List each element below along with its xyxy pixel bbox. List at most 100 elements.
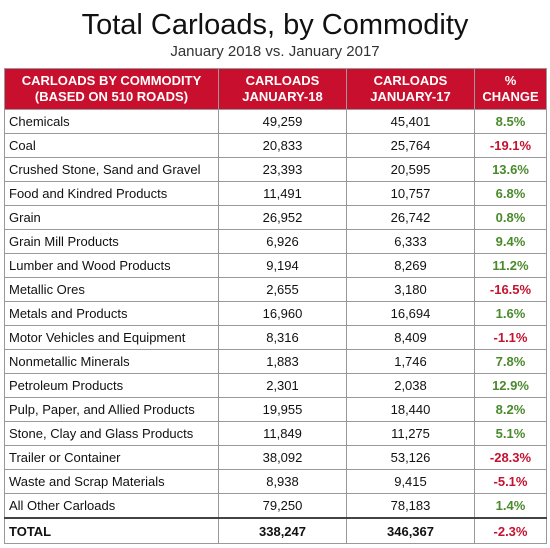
cell: 38,092 [218,445,347,470]
cell: 20,595 [346,157,475,182]
data-table: CARLOADS BY COMMODITY (BASED ON 510 ROAD… [4,68,547,544]
cell: -16.5% [474,277,547,302]
row-label: Trailer or Container [4,445,219,470]
table-row: Grain 26,952 26,742 0.8% [4,205,547,230]
cell: 78,183 [346,493,475,519]
cell: 8.5% [474,109,547,134]
cell: 1,883 [218,349,347,374]
cell: 1.6% [474,301,547,326]
cell: 2,301 [218,373,347,398]
cell: 2,038 [346,373,475,398]
cell: 1.4% [474,493,547,519]
cell: -19.1% [474,133,547,158]
table-row: All Other Carloads 79,250 78,183 1.4% [4,493,547,519]
table-row: Metallic Ores 2,655 3,180 -16.5% [4,277,547,302]
cell: 9,415 [346,469,475,494]
cell: 6,333 [346,229,475,254]
cell: -28.3% [474,445,547,470]
row-label: Motor Vehicles and Equipment [4,325,219,350]
row-label: Petroleum Products [4,373,219,398]
cell: 11.2% [474,253,547,278]
row-label: Stone, Clay and Glass Products [4,421,219,446]
row-label: Food and Kindred Products [4,181,219,206]
cell: 23,393 [218,157,347,182]
table-row: Waste and Scrap Materials 8,938 9,415 -5.1% [4,469,547,494]
cell: 49,259 [218,109,347,134]
cell: 11,849 [218,421,347,446]
cell: 8,316 [218,325,347,350]
cell: 1,746 [346,349,475,374]
cell: 45,401 [346,109,475,134]
row-label: Pulp, Paper, and Allied Products [4,397,219,422]
cell: 3,180 [346,277,475,302]
cell: 8.2% [474,397,547,422]
cell: 20,833 [218,133,347,158]
cell: 13.6% [474,157,547,182]
table-row: Trailer or Container 38,092 53,126 -28.3% [4,445,547,470]
column-header: % CHANGE [474,68,547,110]
header-row: CARLOADS BY COMMODITY (BASED ON 510 ROAD… [4,68,547,110]
cell: 9,194 [218,253,347,278]
cell: 16,694 [346,301,475,326]
cell: 25,764 [346,133,475,158]
row-label: Nonmetallic Minerals [4,349,219,374]
title: Total Carloads, by Commodity [81,9,469,41]
cell: 10,757 [346,181,475,206]
table-row: Crushed Stone, Sand and Gravel 23,393 20,5… [4,157,547,182]
table-row: Grain Mill Products 6,926 6,333 9.4% [4,229,547,254]
cell: -1.1% [474,325,547,350]
total-row: TOTAL 338,247 346,367 -2.3% [4,517,547,544]
row-label: Grain Mill Products [4,229,219,254]
table-body: Chemicals 49,259 45,401 8.5% Coal 20,833 25,76… [4,109,547,544]
cell: -2.3% [474,517,547,544]
cell: 16,960 [218,301,347,326]
cell: 79,250 [218,493,347,519]
row-label: TOTAL [4,517,219,544]
table-row: Motor Vehicles and Equipment 8,316 8,409 -1… [4,325,547,350]
cell: 11,491 [218,181,347,206]
table-row: Petroleum Products 2,301 2,038 12.9% [4,373,547,398]
cell: 346,367 [346,517,475,544]
cell: 53,126 [346,445,475,470]
table-row: Stone, Clay and Glass Products 11,849 11,2… [4,421,547,446]
cell: 26,952 [218,205,347,230]
row-label: Metals and Products [4,301,219,326]
row-label: Waste and Scrap Materials [4,469,219,494]
cell: 9.4% [474,229,547,254]
column-header: CARLOADS BY COMMODITY (BASED ON 510 ROAD… [4,68,219,110]
cell: 7.8% [474,349,547,374]
row-label: Chemicals [4,109,219,134]
cell: 11,275 [346,421,475,446]
cell: 8,409 [346,325,475,350]
cell: 8,938 [218,469,347,494]
cell: 19,955 [218,397,347,422]
row-label: Grain [4,205,219,230]
cell: 18,440 [346,397,475,422]
cell: 8,269 [346,253,475,278]
cell: 338,247 [218,517,347,544]
row-label: Coal [4,133,219,158]
cell: 5.1% [474,421,547,446]
table-row: Lumber and Wood Products 9,194 8,269 11.2% [4,253,547,278]
table-row: Metals and Products 16,960 16,694 1.6% [4,301,547,326]
table-row: Coal 20,833 25,764 -19.1% [4,133,547,158]
table-row: Nonmetallic Minerals 1,883 1,746 7.8% [4,349,547,374]
row-label: Metallic Ores [4,277,219,302]
cell: 6,926 [218,229,347,254]
row-label: All Other Carloads [4,493,219,519]
cell: 26,742 [346,205,475,230]
cell: 12.9% [474,373,547,398]
cell: -5.1% [474,469,547,494]
table-row: Pulp, Paper, and Allied Products 19,955 18… [4,397,547,422]
table-row: Chemicals 49,259 45,401 8.5% [4,109,547,134]
subtitle: January 2018 vs. January 2017 [170,43,380,60]
column-header: CARLOADS JANUARY-18 [218,68,347,110]
row-label: Lumber and Wood Products [4,253,219,278]
row-label: Crushed Stone, Sand and Gravel [4,157,219,182]
cell: 2,655 [218,277,347,302]
column-header: CARLOADS JANUARY-17 [346,68,475,110]
cell: 0.8% [474,205,547,230]
cell: 6.8% [474,181,547,206]
table-row: Food and Kindred Products 11,491 10,757 6.8… [4,181,547,206]
